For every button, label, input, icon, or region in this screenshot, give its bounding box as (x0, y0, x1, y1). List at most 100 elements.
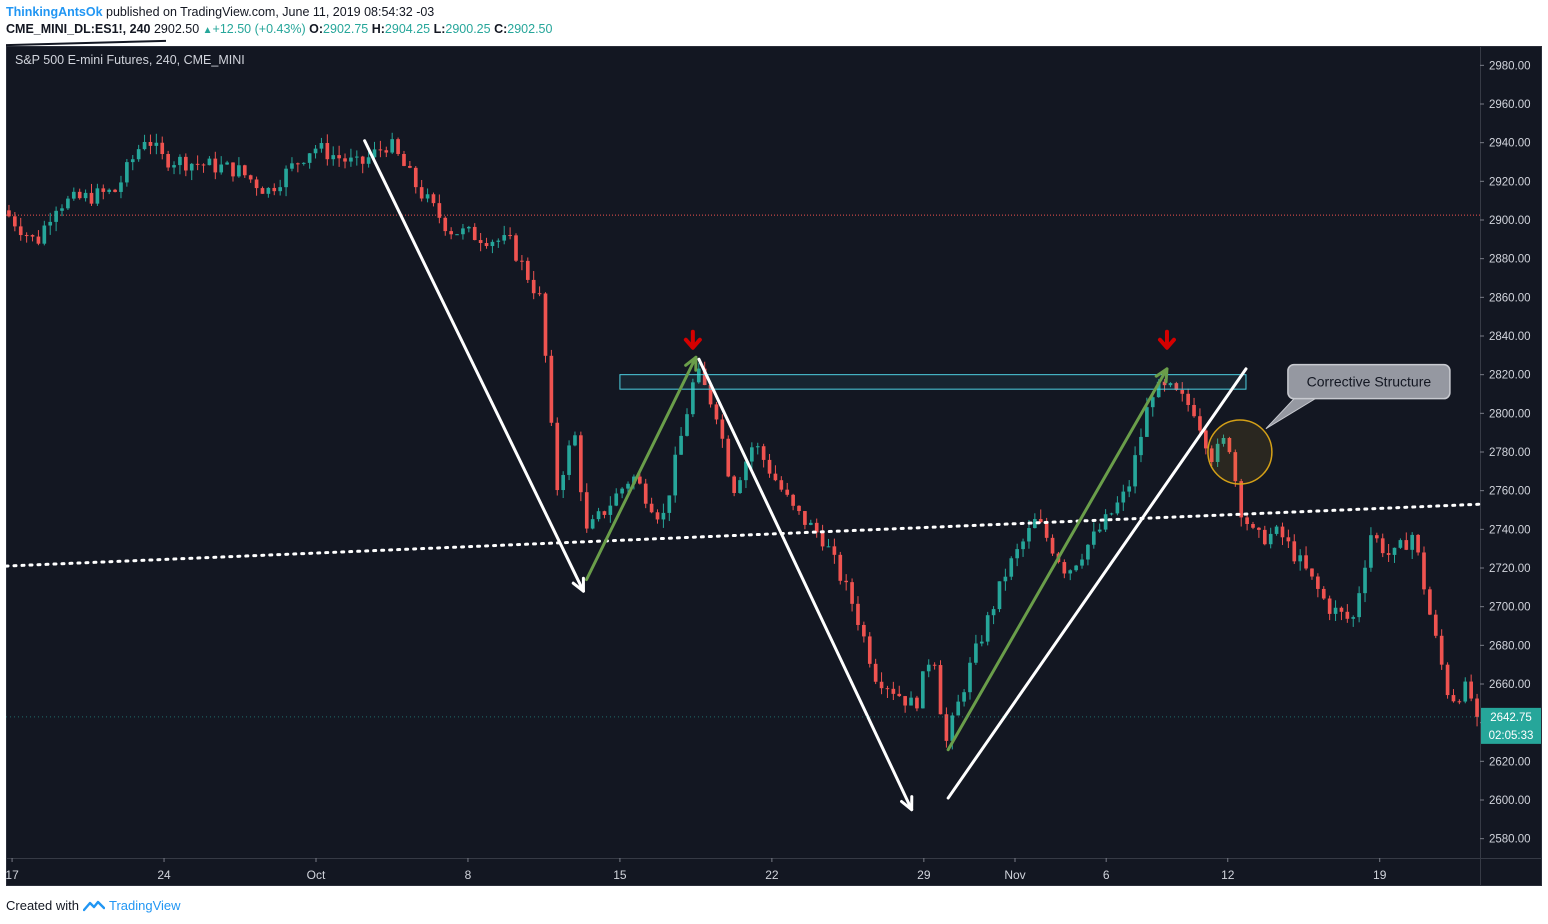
y-axis-ticks: 2980.00 2960.00 2940.00 2920.00 2900.00 2880.… (1480, 60, 1531, 846)
y-tick-label: 2660.00 (1489, 679, 1531, 691)
up-triangle-icon: ▲ (202, 25, 213, 36)
candle-body (1003, 576, 1008, 582)
candle (867, 632, 872, 668)
candle (178, 154, 182, 175)
candle (903, 695, 907, 713)
candle-body (1392, 547, 1397, 555)
candle (24, 232, 29, 243)
candle-body (1127, 486, 1132, 492)
candle-body (921, 671, 925, 709)
candle-body (408, 165, 412, 168)
candle (107, 188, 112, 195)
candle-body (1062, 562, 1067, 574)
candle (189, 162, 194, 181)
candle-body (543, 293, 548, 356)
candle (378, 140, 383, 158)
candle-body (826, 546, 831, 548)
candle-body (278, 187, 282, 192)
candle (1475, 693, 1479, 727)
candle-body (1139, 436, 1143, 456)
candle-body (478, 240, 483, 244)
candle (402, 150, 406, 167)
candle-body (166, 154, 170, 168)
candle-body (195, 163, 200, 165)
candle-body (113, 189, 117, 192)
candle (520, 255, 524, 271)
candle (1186, 388, 1190, 412)
candle-body (1080, 559, 1084, 566)
candle-body (490, 241, 495, 247)
candle (803, 511, 807, 530)
candle (655, 509, 660, 524)
candle-body (873, 663, 878, 682)
author-link[interactable]: ThinkingAntsOk (6, 5, 103, 19)
y-tick-label: 2880.00 (1489, 254, 1531, 266)
candle-body (1363, 567, 1367, 594)
candle (337, 145, 341, 167)
candle-body (384, 150, 389, 153)
time-axis[interactable] (6, 858, 1542, 886)
candle (1050, 534, 1055, 556)
candle (897, 685, 902, 697)
candle (1451, 689, 1456, 703)
candle-body (808, 522, 813, 525)
candle (932, 662, 937, 670)
candle (1009, 556, 1014, 581)
candle (991, 606, 996, 625)
candle (873, 658, 878, 685)
candle-body (608, 505, 613, 515)
candle-body (189, 163, 194, 171)
candle (54, 206, 58, 232)
candle-body (413, 167, 418, 188)
candle (319, 137, 324, 153)
low-label: L: (433, 22, 446, 36)
candle-body (1103, 514, 1108, 530)
footer: Created with TradingView (6, 898, 181, 913)
candle (1097, 523, 1102, 533)
candle-body (402, 153, 406, 166)
candle-body (36, 236, 41, 244)
last-price: 2902.50 (153, 22, 200, 36)
candle (325, 134, 330, 166)
candle-body (832, 546, 837, 555)
candle-body (838, 554, 843, 581)
candle-body (266, 187, 271, 194)
candle (649, 497, 654, 514)
candle (1251, 521, 1255, 530)
candle-body (1404, 540, 1409, 550)
candle-body (520, 260, 524, 262)
last-price-marker: 2642.75 02:05:33 (6, 707, 1541, 744)
candle (272, 183, 277, 196)
chart-frame (6, 46, 1542, 886)
candle (691, 378, 695, 418)
candle-body (284, 168, 288, 188)
x-tick-label: 29 (917, 868, 931, 882)
publish-text: published on TradingView.com, June 11, 2… (106, 5, 435, 19)
candle (832, 538, 837, 564)
candle (1416, 534, 1420, 556)
candle-body (732, 476, 736, 493)
x-axis-ticks: 17 24 Oct 8 15 22 29 Nov 6 12 19 (5, 858, 1387, 882)
candle-body (1050, 537, 1055, 554)
candle (1327, 595, 1332, 621)
candle (18, 217, 23, 241)
candle-body (602, 511, 607, 515)
candle-body (1021, 541, 1025, 550)
candle-body (738, 480, 742, 493)
x-tick-label: 8 (465, 868, 472, 882)
y-tick-label: 2780.00 (1489, 447, 1531, 459)
tradingview-link[interactable]: TradingView (108, 898, 181, 913)
candle (956, 694, 961, 716)
candle (962, 689, 966, 707)
candle-body (708, 385, 713, 405)
candle (1038, 509, 1043, 524)
candle-body (1109, 513, 1114, 515)
candle-body (7, 210, 11, 217)
candle-body (71, 191, 76, 199)
candle-body (614, 493, 619, 506)
candle (1062, 559, 1067, 579)
candle (1357, 586, 1361, 623)
candle (726, 435, 731, 478)
candle (791, 493, 795, 511)
